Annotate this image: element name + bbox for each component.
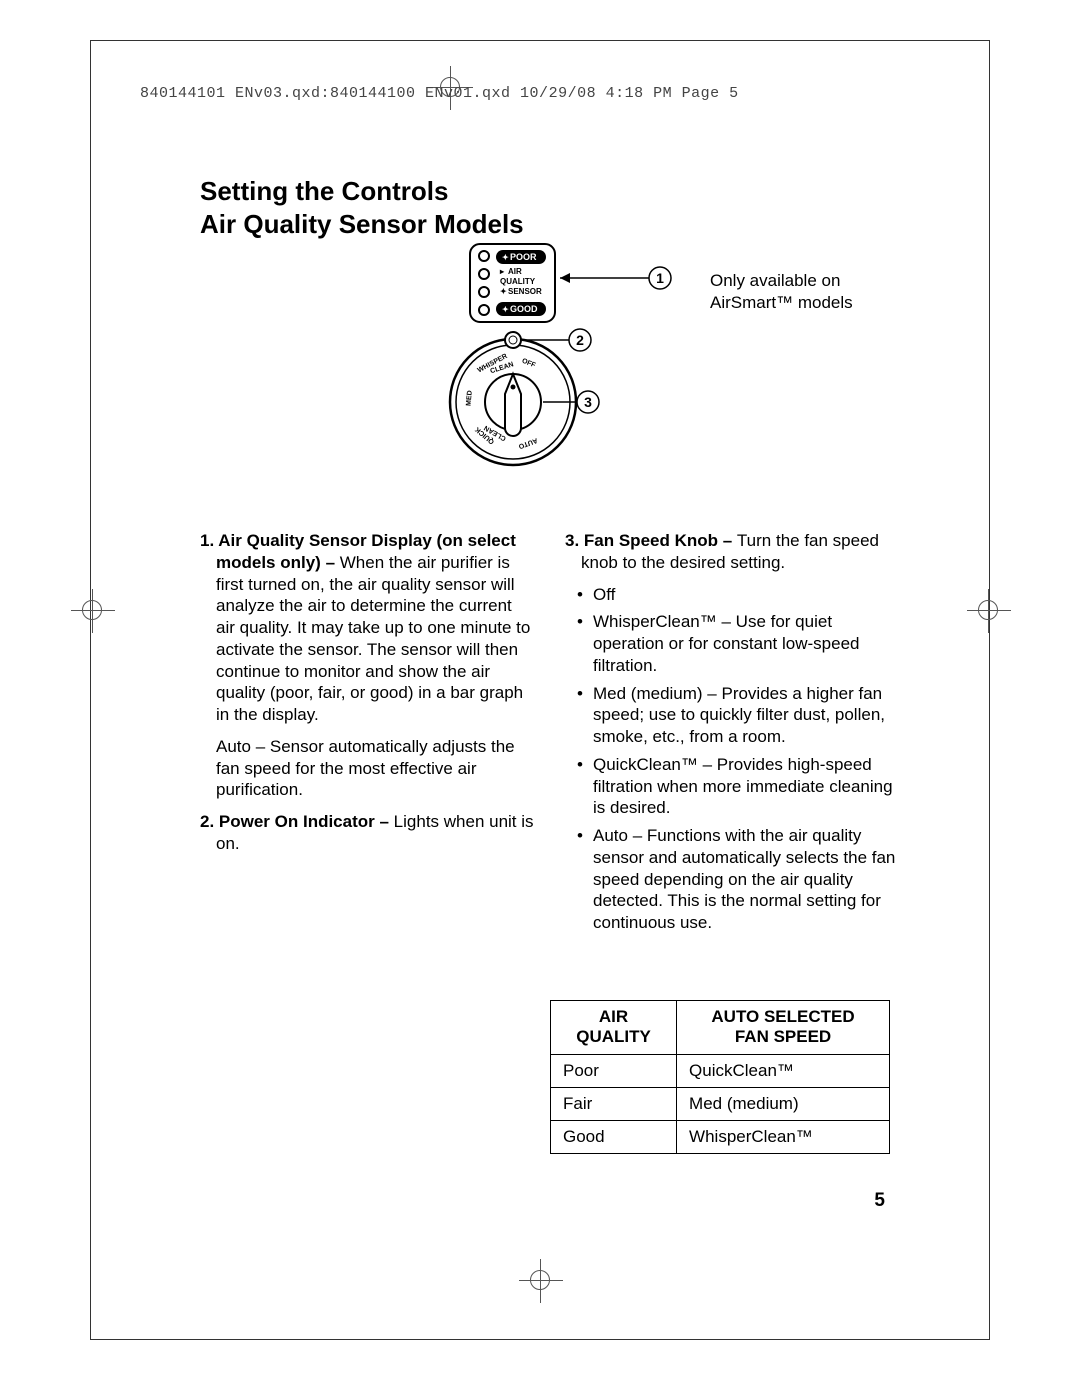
svg-text:3: 3	[584, 394, 592, 410]
svg-text:SENSOR: SENSOR	[508, 287, 542, 296]
reg-mark-right	[978, 600, 998, 620]
page-title: Setting the Controls Air Quality Sensor …	[200, 175, 524, 240]
svg-text:✦: ✦	[502, 305, 509, 314]
svg-text:QUALITY: QUALITY	[500, 277, 536, 286]
bullet-quick: QuickClean™ – Provides high-speed filtra…	[581, 754, 900, 819]
svg-text:AIR: AIR	[508, 267, 522, 276]
table-row: Poor QuickClean™	[551, 1054, 890, 1087]
item-1-text: When the air purifier is first turned on…	[216, 553, 530, 724]
th-fan-speed: Auto SelectedFan Speed	[677, 1001, 890, 1055]
callout-note-line1: Only available on	[710, 271, 840, 290]
item-1-auto: Auto – Sensor automatically adjusts the …	[200, 736, 535, 801]
cell-quality: Good	[551, 1120, 677, 1153]
fan-speed-bullets: Off WhisperClean™ – Use for quiet operat…	[565, 584, 900, 934]
sensor-panel: ✦ POOR ▸ AIR QUALITY ✦ SENSOR ✦ GOOD	[470, 244, 555, 322]
bullet-auto: Auto – Functions with the air quality se…	[581, 825, 900, 934]
left-column: 1. Air Quality Sensor Display (on select…	[200, 530, 535, 940]
cell-speed: QuickClean™	[677, 1054, 890, 1087]
svg-text:✦: ✦	[502, 253, 509, 262]
prepress-header: 840144101 ENv03.qxd:840144100 ENv01.qxd …	[140, 85, 739, 102]
svg-text:2: 2	[576, 332, 584, 348]
cell-quality: Poor	[551, 1054, 677, 1087]
knob-assembly: WHISPER CLEAN OFF MED QUICK CLEAN AUTO	[450, 332, 576, 465]
svg-text:1: 1	[656, 270, 664, 286]
title-line-2: Air Quality Sensor Models	[200, 208, 524, 241]
callout-1-note: Only available on AirSmart™ models	[710, 270, 900, 314]
right-column: 3. Fan Speed Knob – Turn the fan speed k…	[565, 530, 900, 940]
item-2: 2. Power On Indicator – Lights when unit…	[200, 811, 535, 855]
svg-text:POOR: POOR	[510, 252, 537, 262]
page-number: 5	[874, 1190, 885, 1212]
bullet-whisper: WhisperClean™ – Use for quiet operation …	[581, 611, 900, 676]
svg-text:GOOD: GOOD	[510, 304, 538, 314]
th-air-quality: AirQuality	[551, 1001, 677, 1055]
body-columns: 1. Air Quality Sensor Display (on select…	[200, 530, 900, 940]
cell-quality: Fair	[551, 1087, 677, 1120]
cell-speed: Med (medium)	[677, 1087, 890, 1120]
cell-speed: WhisperClean™	[677, 1120, 890, 1153]
callout-note-line2: AirSmart™ models	[710, 293, 853, 312]
bullet-med: Med (medium) – Provides a higher fan spe…	[581, 683, 900, 748]
item-1: 1. Air Quality Sensor Display (on select…	[200, 530, 535, 726]
reg-mark-left	[82, 600, 102, 620]
table-row: Fair Med (medium)	[551, 1087, 890, 1120]
auto-speed-table: AirQuality Auto SelectedFan Speed Poor Q…	[550, 1000, 890, 1154]
item-3-heading: 3. Fan Speed Knob –	[565, 531, 737, 550]
bullet-off: Off	[581, 584, 900, 606]
title-line-1: Setting the Controls	[200, 175, 524, 208]
svg-text:✦: ✦	[500, 287, 507, 296]
reg-mark-bottom	[530, 1270, 550, 1290]
item-3: 3. Fan Speed Knob – Turn the fan speed k…	[565, 530, 900, 574]
table-row: Good WhisperClean™	[551, 1120, 890, 1153]
svg-text:MED: MED	[466, 390, 474, 406]
item-2-heading: 2. Power On Indicator –	[200, 812, 394, 831]
